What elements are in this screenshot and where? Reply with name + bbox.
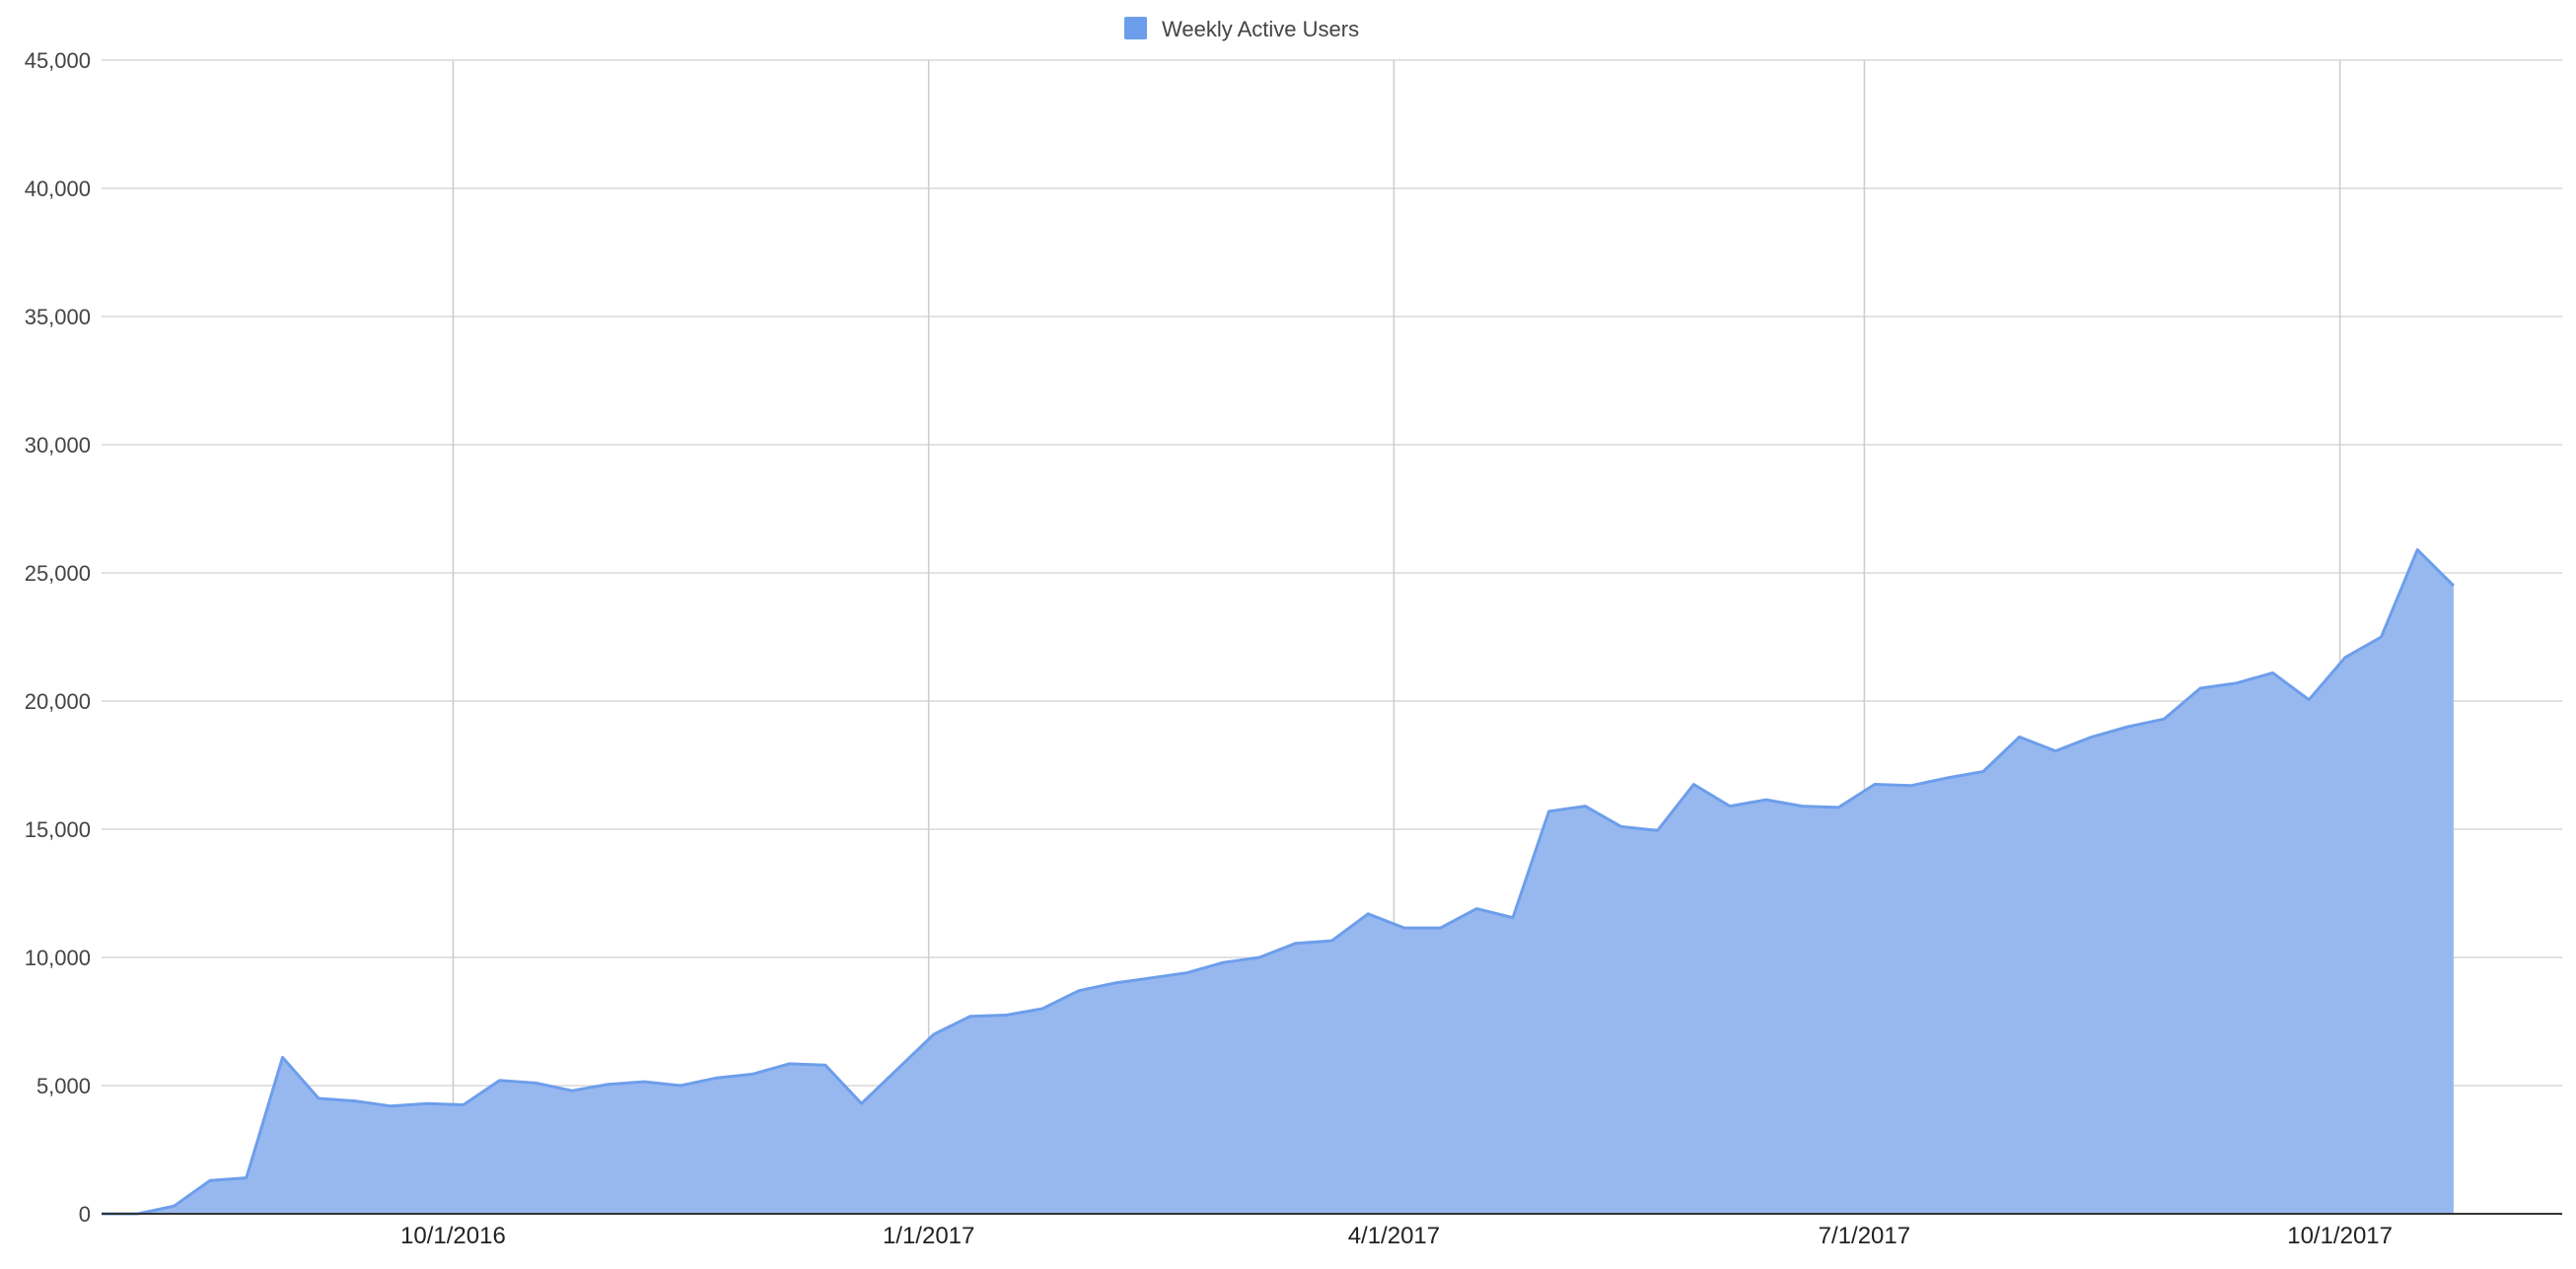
data-point [894,1066,900,1072]
data-point [1618,823,1624,829]
y-tick-label: 10,000 [25,946,91,970]
data-point [678,1083,683,1089]
data-point [2052,748,2058,754]
data-point [1401,925,1407,931]
data-point [2306,697,2312,703]
data-point [1690,782,1696,788]
x-tick-label: 1/1/2017 [883,1223,974,1249]
data-point [2125,724,2131,730]
data-point [461,1102,466,1108]
data-point [1003,1013,1009,1019]
data-point [1908,783,1914,789]
data-point [1655,827,1661,833]
data-point [497,1078,503,1084]
x-tick-label: 7/1/2017 [1819,1223,1910,1249]
data-point [1727,804,1733,810]
data-point [2414,547,2420,553]
y-tick-label: 5,000 [36,1074,91,1098]
area-fill [102,549,2454,1214]
data-point [171,1203,177,1209]
x-tick-label: 4/1/2017 [1348,1223,1440,1249]
data-point [823,1062,828,1068]
y-axis-tick-labels: 0 5,000 10,000 15,000 20,000 25,000 30,000 35,0… [25,48,91,1227]
data-point [2270,670,2276,675]
data-point [2451,583,2457,589]
series-layer [102,548,2455,1216]
horizontal-gridlines [102,59,2562,1087]
data-point [1329,938,1335,944]
data-point [750,1071,755,1077]
data-point [1473,906,1479,912]
data-point [316,1095,322,1101]
data-point [606,1082,611,1088]
y-tick-label: 30,000 [25,433,91,458]
y-tick-label: 15,000 [25,817,91,842]
data-point [1510,915,1516,921]
data-point [1944,775,1950,781]
data-point [1980,769,1986,775]
data-point [1111,980,1117,986]
data-point [2161,716,2167,722]
data-point [352,1098,358,1104]
series-line [102,548,2455,1216]
data-point [1184,970,1190,976]
data-point [207,1177,213,1183]
data-point [859,1100,865,1106]
data-point [931,1031,937,1037]
y-tick-label: 0 [79,1202,91,1227]
data-point [2197,685,2203,691]
y-tick-label: 45,000 [25,48,91,73]
data-point [1039,1006,1045,1012]
data-point [2234,680,2240,686]
data-point [967,1014,973,1020]
data-point [1365,911,1371,917]
data-point [424,1100,430,1106]
data-point [2379,634,2385,640]
data-point [1835,805,1841,811]
data-point [1546,809,1552,814]
data-point [1256,954,1262,960]
data-point [1800,804,1806,810]
data-point [2017,734,2023,740]
data-point [1438,925,1444,931]
data-point [244,1175,250,1181]
data-point [1220,959,1226,965]
legend-label: Weekly Active Users [1162,17,1359,41]
data-point [2089,734,2095,740]
data-point [786,1061,792,1067]
y-tick-label: 25,000 [25,561,91,586]
data-point [1293,941,1299,947]
data-point [1582,804,1588,810]
data-point [641,1079,647,1085]
data-point [1076,988,1082,994]
data-point [714,1075,720,1081]
data-point [389,1103,394,1109]
x-axis-tick-labels: 10/1/2016 1/1/2017 4/1/2017 7/1/2017 10/1/20… [400,1223,2393,1249]
data-point [569,1088,575,1093]
data-point [280,1054,286,1060]
data-point [533,1080,538,1086]
data-point [1763,797,1769,803]
data-point [2342,655,2348,661]
data-point [1148,975,1154,981]
x-tick-label: 10/1/2017 [2287,1223,2393,1249]
legend-swatch [1124,17,1147,39]
y-tick-label: 40,000 [25,176,91,201]
legend: Weekly Active Users [1124,17,1359,41]
y-tick-label: 20,000 [25,689,91,714]
y-tick-label: 35,000 [25,305,91,329]
data-point [1872,782,1878,788]
x-tick-label: 10/1/2016 [400,1223,506,1249]
